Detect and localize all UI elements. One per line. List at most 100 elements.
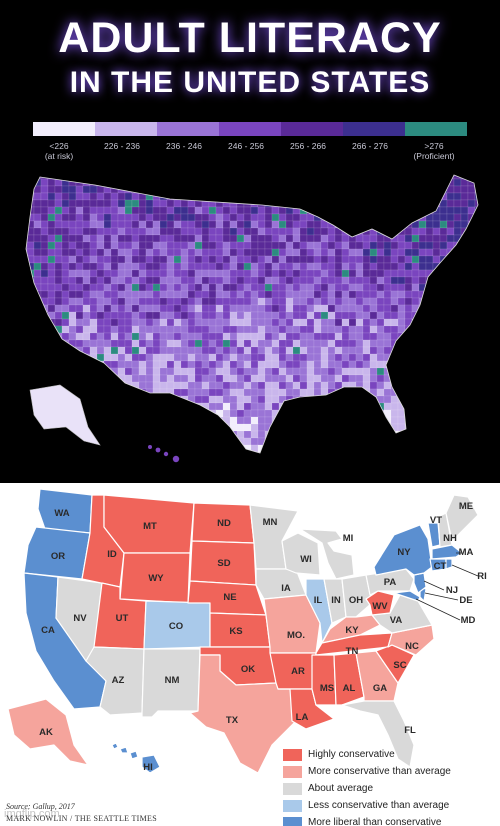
county-cell <box>257 178 266 187</box>
county-cell <box>131 367 140 376</box>
county-cell <box>187 353 196 362</box>
county-cell <box>174 165 181 172</box>
county-cell <box>446 234 455 243</box>
county-cell <box>131 262 140 271</box>
county-cell <box>320 248 329 257</box>
county-cell <box>250 360 259 369</box>
county-cell <box>453 416 462 425</box>
county-cell <box>362 234 371 243</box>
county-cell <box>397 451 406 453</box>
county-cell <box>40 367 49 376</box>
county-cell <box>362 185 371 194</box>
county-cell <box>467 269 476 278</box>
county-cell <box>103 206 112 215</box>
county-cell <box>292 325 301 334</box>
county-cell <box>320 283 329 292</box>
county-cell <box>468 165 475 172</box>
county-cell <box>124 451 133 453</box>
county-cell <box>453 381 462 390</box>
county-cell <box>369 269 378 278</box>
county-cell <box>124 262 133 271</box>
county-cell <box>348 227 357 236</box>
county-cell <box>33 297 42 306</box>
county-cell <box>131 346 140 355</box>
county-cell <box>355 206 364 215</box>
county-cell <box>320 234 329 243</box>
county-cell <box>229 269 238 278</box>
county-cell <box>412 459 419 465</box>
county-cell <box>131 283 140 292</box>
county-cell <box>33 227 42 236</box>
county-cell <box>61 325 70 334</box>
county-cell <box>222 360 231 369</box>
county-cell <box>26 276 28 285</box>
county-cell <box>145 325 154 334</box>
county-cell <box>482 326 489 333</box>
county-cell <box>159 206 168 215</box>
county-cell <box>68 332 77 341</box>
county-cell <box>327 374 336 383</box>
county-cell <box>202 459 209 465</box>
county-cell <box>61 311 70 320</box>
county-cell <box>201 430 210 439</box>
county-cell <box>467 339 476 348</box>
county-cell <box>489 263 496 270</box>
county-cell <box>299 451 308 453</box>
county-cell <box>250 297 259 306</box>
county-cell <box>411 409 420 418</box>
county-cell <box>439 353 448 362</box>
county-cell <box>187 360 196 369</box>
county-cell <box>362 353 371 362</box>
county-cell <box>47 213 56 222</box>
county-cell <box>404 297 413 306</box>
county-cell <box>489 403 496 410</box>
county-cell <box>89 451 98 453</box>
county-cell <box>75 367 84 376</box>
county-cell <box>201 213 210 222</box>
county-cell <box>215 262 224 271</box>
county-cell <box>489 186 496 193</box>
county-cell <box>89 262 98 271</box>
county-cell <box>40 227 49 236</box>
county-cell <box>222 332 231 341</box>
county-cell <box>236 416 245 425</box>
county-cell <box>453 297 462 306</box>
county-cell <box>201 332 210 341</box>
county-cell <box>446 353 455 362</box>
county-cell <box>320 269 329 278</box>
county-cell <box>363 459 370 465</box>
county-cell <box>334 199 343 208</box>
county-cell <box>411 241 420 250</box>
county-cell <box>110 304 119 313</box>
county-cell <box>348 311 357 320</box>
county-cell <box>390 241 399 250</box>
county-cell <box>159 255 168 264</box>
county-cell <box>96 444 105 453</box>
county-cell <box>355 339 364 348</box>
county-cell <box>76 165 83 172</box>
county-cell <box>40 451 49 453</box>
county-cell <box>278 213 287 222</box>
county-cell <box>271 304 280 313</box>
county-cell <box>411 451 420 453</box>
county-cell <box>306 395 315 404</box>
county-cell <box>313 192 322 201</box>
label-ky: KY <box>345 625 359 636</box>
county-cell <box>327 451 336 453</box>
county-cell <box>110 255 119 264</box>
county-cell <box>306 409 315 418</box>
county-cell <box>474 178 478 187</box>
county-cell <box>369 234 378 243</box>
county-cell <box>489 214 496 221</box>
legend-swatch-less-conservative <box>283 799 302 812</box>
county-cell <box>96 276 105 285</box>
county-cell <box>208 178 217 187</box>
county-cell <box>440 459 447 465</box>
county-cell <box>236 283 245 292</box>
county-cell <box>96 255 105 264</box>
county-cell <box>96 234 105 243</box>
county-cell <box>285 339 294 348</box>
county-cell <box>61 304 70 313</box>
county-cell <box>264 290 273 299</box>
county-cell <box>159 248 168 257</box>
